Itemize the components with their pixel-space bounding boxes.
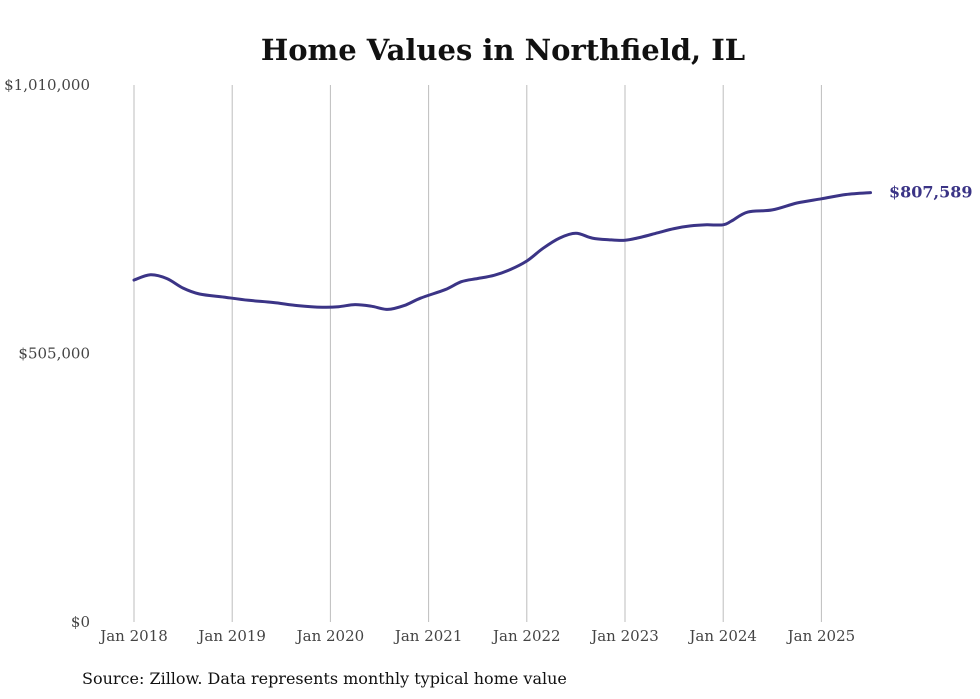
x-axis-ticks: Jan 2018 Jan 2019 Jan 2020 Jan 2021 Jan 2022…: [98, 627, 855, 645]
chart-title: Home Values in Northfield, IL: [261, 33, 745, 67]
x-tick-label: Jan 2023: [589, 627, 659, 645]
home-value-line: [132, 191, 872, 311]
x-tick-label: Jan 2018: [98, 627, 168, 645]
x-tick-label: Jan 2024: [687, 627, 757, 645]
x-tick-label: Jan 2019: [196, 627, 266, 645]
source-note: Source: Zillow. Data represents monthly …: [82, 669, 567, 688]
y-axis-ticks: $0 $505,000 $1,010,000: [4, 76, 90, 631]
x-tick-label: Jan 2025: [786, 627, 856, 645]
x-tick-label: Jan 2022: [491, 627, 561, 645]
y-tick-label: $0: [71, 613, 90, 631]
y-tick-label: $505,000: [18, 345, 90, 363]
y-tick-label: $1,010,000: [4, 76, 90, 94]
end-value-label: $807,589: [889, 183, 973, 202]
x-tick-label: Jan 2020: [295, 627, 365, 645]
gridlines: [133, 85, 822, 622]
x-tick-label: Jan 2021: [393, 627, 463, 645]
